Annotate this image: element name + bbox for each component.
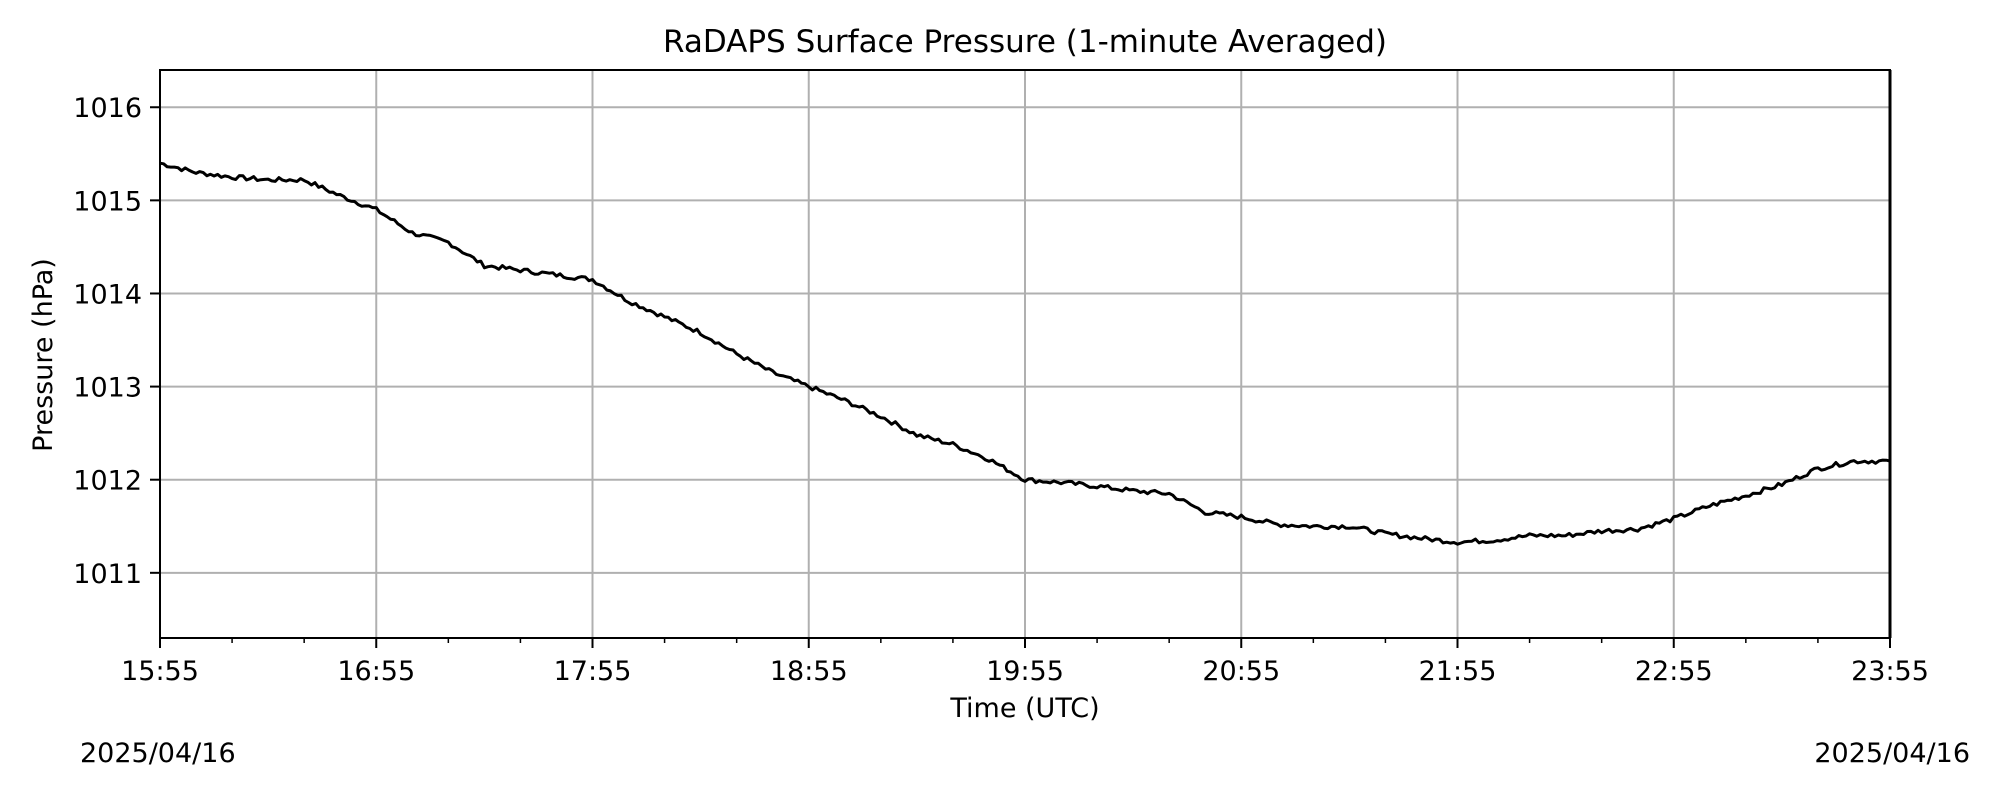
x-tick-label: 16:55 bbox=[337, 656, 415, 687]
y-tick-label: 1015 bbox=[73, 186, 142, 217]
pressure-series-line bbox=[159, 161, 1891, 546]
y-tick-label: 1012 bbox=[73, 466, 142, 497]
x-tick-label: 20:55 bbox=[1202, 656, 1280, 687]
x-axis-label: Time (UTC) bbox=[949, 693, 1099, 724]
x-tick-label: 22:55 bbox=[1635, 656, 1713, 687]
x-tick-label: 15:55 bbox=[121, 656, 199, 687]
x-tick-label: 21:55 bbox=[1419, 656, 1497, 687]
y-tick-label: 1011 bbox=[73, 559, 142, 590]
x-tick-label: 18:55 bbox=[770, 656, 848, 687]
chart-title: RaDAPS Surface Pressure (1-minute Averag… bbox=[663, 24, 1387, 60]
end-date-label: 2025/04/16 bbox=[1814, 738, 1970, 769]
y-tick-label: 1013 bbox=[73, 373, 142, 404]
x-tick-label: 19:55 bbox=[986, 656, 1064, 687]
y-tick-label: 1014 bbox=[73, 279, 142, 310]
x-axis: 15:55 16:55 17:55 18:55 19:55 20:55 21:55 22:55… bbox=[121, 638, 1929, 687]
x-tick-label: 17:55 bbox=[554, 656, 632, 687]
start-date-label: 2025/04/16 bbox=[80, 738, 236, 769]
y-axis-label: Pressure (hPa) bbox=[28, 258, 59, 452]
y-tick-label: 1016 bbox=[73, 93, 142, 124]
x-tick-label: 23:55 bbox=[1851, 656, 1929, 687]
y-axis: 1011 1012 1013 1014 1015 1016 bbox=[73, 93, 160, 590]
grid-lines bbox=[159, 70, 1891, 638]
